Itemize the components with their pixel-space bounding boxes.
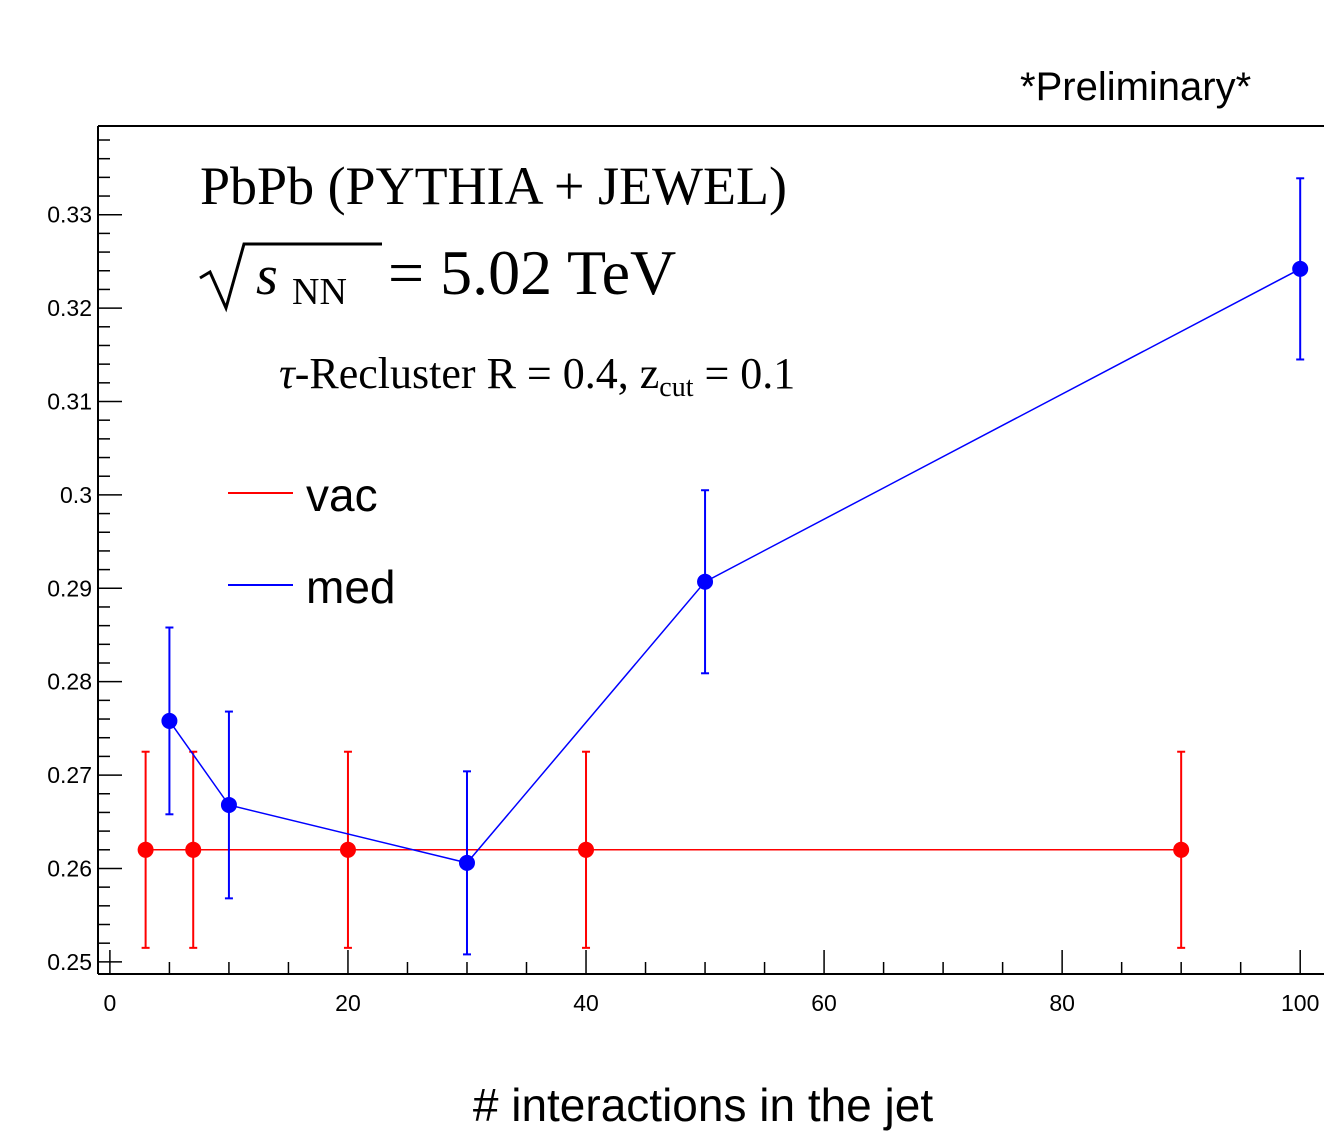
data-point-vac [185, 841, 202, 858]
y-tick-label: 0.28 [47, 669, 92, 695]
data-point-med [1292, 260, 1309, 277]
series-layer [137, 177, 1309, 956]
x-tick-label: 100 [1281, 990, 1319, 1016]
energy-label: s NN = 5.02 TeV [199, 237, 676, 313]
y-tick-label: 0.27 [47, 762, 92, 788]
x-tick-label: 20 [335, 990, 361, 1016]
legend-label-vac: vac [306, 469, 378, 521]
data-point-med [697, 573, 714, 590]
y-tick-label: 0.3 [60, 482, 92, 508]
x-tick-label: 40 [573, 990, 599, 1016]
y-tick-label: 0.25 [47, 949, 92, 975]
recluster-text: -Recluster R = 0.4, z [295, 349, 660, 398]
legend-label-med: med [306, 561, 395, 613]
series-vac [137, 750, 1190, 949]
y-tick-label: 0.31 [47, 389, 92, 415]
data-point-med [161, 712, 178, 729]
energy-value: = 5.02 TeV [372, 237, 676, 308]
recluster-sub: cut [659, 372, 693, 403]
data-point-vac [1173, 841, 1190, 858]
data-point-med [220, 796, 237, 813]
data-point-vac [137, 841, 154, 858]
sqrt-sign [199, 242, 382, 313]
recluster-label: τ-Recluster R = 0.4, zcut = 0.1 [202, 349, 850, 403]
legend: vac med [228, 469, 395, 613]
x-axis-title: # interactions in the jet [473, 1079, 933, 1131]
preliminary-label: *Preliminary* [1020, 65, 1251, 109]
axis-ticks [98, 139, 1301, 974]
x-tick-label: 0 [104, 990, 117, 1016]
y-tick-label: 0.26 [47, 855, 92, 881]
recluster-value: = 0.1 [693, 349, 795, 398]
x-tick-label: 80 [1049, 990, 1075, 1016]
y-tick-label: 0.29 [47, 575, 92, 601]
x-tick-label: 60 [811, 990, 837, 1016]
y-tick-label: 0.32 [47, 295, 92, 321]
energy-var: s [256, 245, 278, 307]
data-point-vac [578, 841, 595, 858]
system-label: PbPb (PYTHIA + JEWEL) [200, 156, 787, 216]
recluster-tau: τ [279, 349, 297, 398]
svg-text:τ-Recluster R = 0.4, zcut = 0.: τ-Recluster R = 0.4, zcut = 0.1 [202, 349, 850, 403]
energy-sub: NN [292, 271, 347, 313]
plot-frame [97, 125, 1324, 975]
data-point-med [458, 854, 475, 871]
axis-tick-labels: 0.25 0.26 0.27 0.28 0.29 0.3 0.31 0.32 0.33 0 20 40… [47, 202, 1319, 1016]
series-med [161, 177, 1309, 956]
data-point-vac [339, 841, 356, 858]
y-tick-label: 0.33 [47, 202, 92, 228]
